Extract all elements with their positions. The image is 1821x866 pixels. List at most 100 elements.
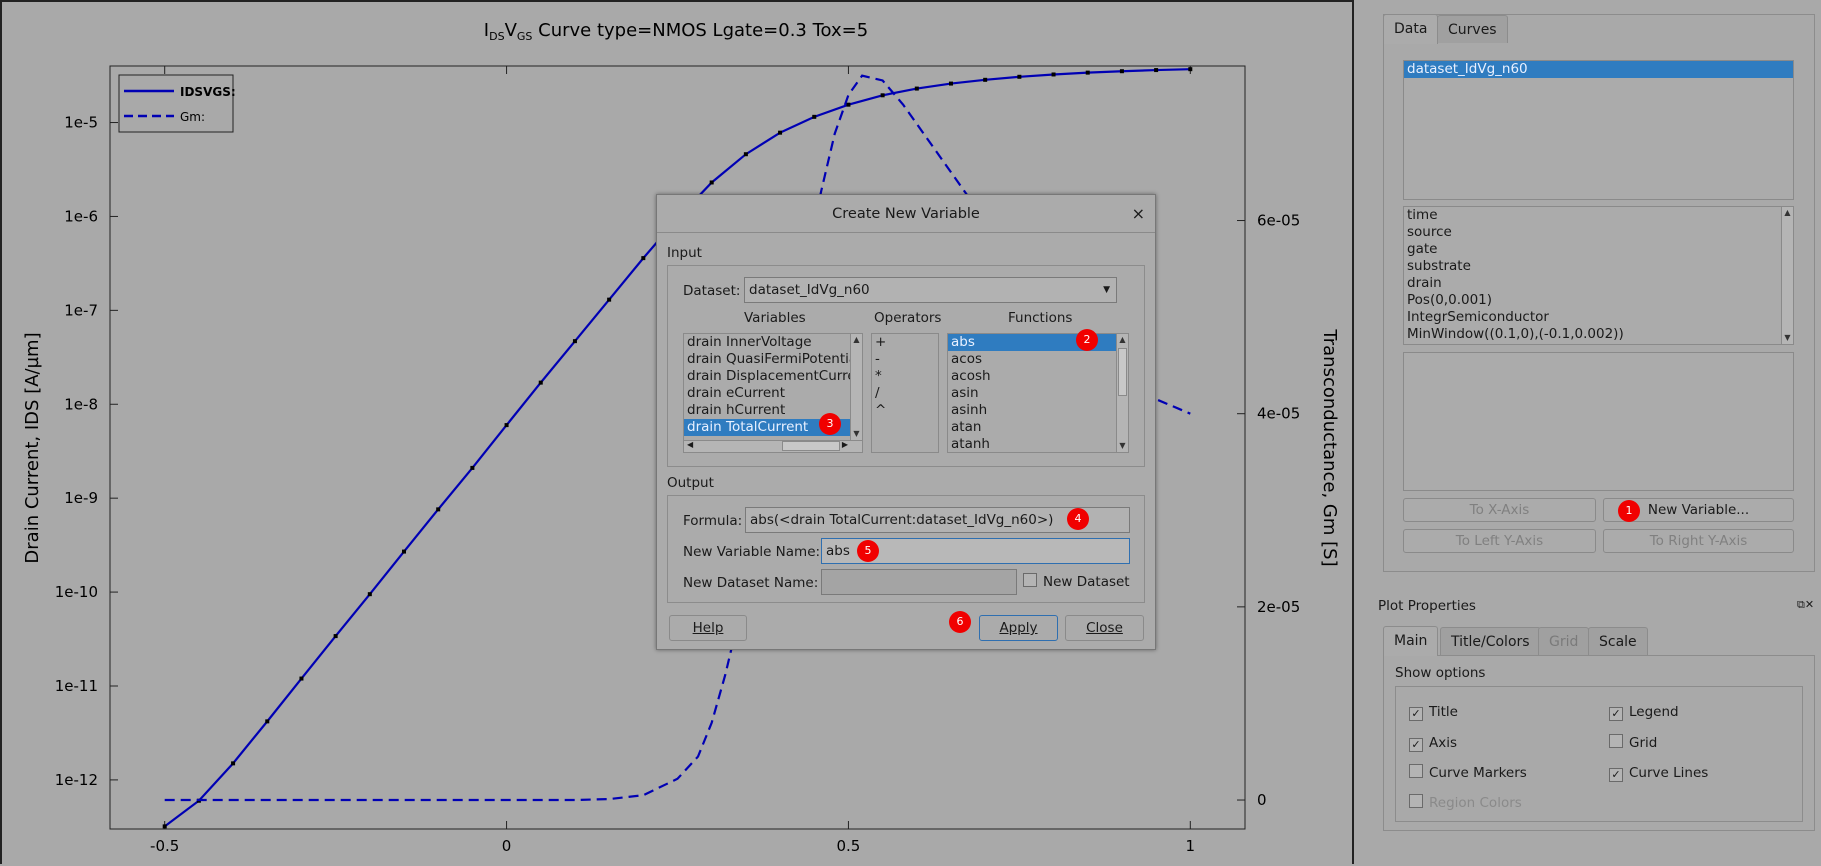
variable-item[interactable]: drain DisplacementCurre <box>687 368 852 384</box>
functions-vscroll[interactable]: ▲ ▼ <box>1116 334 1128 452</box>
scroll-down-icon[interactable]: ▼ <box>1119 441 1126 450</box>
dataset-select[interactable]: dataset_IdVg_n60 ▼ <box>744 277 1117 303</box>
scroll-down-icon[interactable]: ▼ <box>1784 333 1791 342</box>
variable-item[interactable]: drain eCurrent <box>687 385 786 401</box>
variable-item[interactable]: drain hCurrent <box>687 402 786 418</box>
to-left-y-axis-button[interactable]: To Left Y-Axis <box>1403 529 1596 553</box>
variable-list-scrollbar[interactable]: ▲ ▼ <box>1781 207 1793 344</box>
dialog-titlebar[interactable]: Create New Variable × <box>657 195 1155 233</box>
function-item[interactable]: atan <box>951 419 982 435</box>
option-curve-lines[interactable]: ✓ Curve Lines <box>1609 764 1708 782</box>
y-axis-right: 0 2e-05 4e-05 6e-05 <box>1237 212 1300 809</box>
dataset-item[interactable]: dataset_IdVg_n60 <box>1404 61 1793 78</box>
function-item[interactable]: abs <box>948 334 1116 351</box>
x-tick-label: 1 <box>1186 837 1196 855</box>
scrollbar-thumb[interactable] <box>782 441 840 451</box>
variable-item[interactable]: drain InnerVoltage <box>687 334 812 350</box>
tab-curves[interactable]: Curves <box>1437 15 1508 43</box>
dataset-list[interactable]: dataset_IdVg_n60 <box>1403 60 1794 200</box>
close-button[interactable]: Close <box>1065 615 1144 641</box>
variable-list-item[interactable]: MinWindow((0.1,0),(-0.1,0.002)) <box>1407 326 1624 342</box>
ids-vgs-marker <box>880 93 885 98</box>
help-button[interactable]: Help <box>669 615 747 641</box>
option-grid[interactable]: Grid <box>1609 734 1657 752</box>
tab-data[interactable]: Data <box>1383 14 1439 44</box>
variable-list-item[interactable]: substrate <box>1407 258 1471 274</box>
legend-entry-gm: Gm: <box>180 110 205 124</box>
variable-list-item[interactable]: Pos(0,0.001) <box>1407 292 1493 308</box>
tab-scale[interactable]: Scale <box>1588 627 1648 655</box>
new-dataset-checkbox-label: New Dataset <box>1043 574 1130 590</box>
operator-item[interactable]: ^ <box>875 402 887 418</box>
checkbox-icon[interactable]: ✓ <box>1409 707 1423 721</box>
scroll-up-icon[interactable]: ▲ <box>853 335 860 344</box>
scroll-up-icon[interactable]: ▲ <box>1784 208 1791 217</box>
ids-vgs-marker <box>299 676 304 681</box>
y-tick-label: 1e-11 <box>55 677 98 695</box>
option-title[interactable]: ✓ Title <box>1409 703 1458 721</box>
step-badge-5: 5 <box>857 540 879 562</box>
option-curve-markers[interactable]: Curve Markers <box>1409 764 1527 782</box>
tab-grid[interactable]: Grid <box>1538 627 1590 655</box>
checkbox-icon[interactable] <box>1409 794 1423 808</box>
checkbox-icon[interactable] <box>1409 764 1423 778</box>
function-item[interactable]: atanh <box>951 436 990 452</box>
tab-title-colors[interactable]: Title/Colors <box>1440 627 1541 655</box>
variable-item[interactable]: drain QuasiFermiPotentia <box>687 351 852 367</box>
operator-item[interactable]: / <box>875 385 880 401</box>
functions-list[interactable]: abs acos acosh asin asinh atan atanh ▲ ▼ <box>947 333 1129 453</box>
create-variable-dialog[interactable]: Create New Variable × Input Dataset: dat… <box>656 194 1156 650</box>
variable-list-item[interactable]: drain <box>1407 275 1442 291</box>
ids-vgs-marker <box>1017 74 1022 79</box>
checkbox-icon[interactable]: ✓ <box>1409 738 1423 752</box>
to-right-y-axis-button[interactable]: To Right Y-Axis <box>1603 529 1794 553</box>
variables-list[interactable]: drain InnerVoltage drain QuasiFermiPotent… <box>683 333 863 453</box>
variables-vscroll[interactable]: ▲ ▼ <box>850 334 862 440</box>
operators-list[interactable]: + - * / ^ <box>871 333 939 453</box>
variable-list[interactable]: time source gate substrate drain Pos(0,0.001)… <box>1403 206 1794 345</box>
function-item[interactable]: asinh <box>951 402 988 418</box>
close-icon[interactable]: × <box>1131 204 1145 223</box>
option-region-colors[interactable]: Region Colors <box>1409 794 1522 812</box>
output-group-frame <box>667 495 1145 603</box>
apply-button[interactable]: Apply <box>979 615 1058 641</box>
checkbox-icon[interactable]: ✓ <box>1609 707 1623 721</box>
operator-item[interactable]: + <box>875 334 887 350</box>
checkbox-box[interactable] <box>1023 573 1037 587</box>
function-item[interactable]: asin <box>951 385 979 401</box>
checkbox-icon[interactable] <box>1609 734 1623 748</box>
tab-main[interactable]: Main <box>1383 626 1439 656</box>
option-axis[interactable]: ✓ Axis <box>1409 734 1457 752</box>
variable-list-item[interactable]: source <box>1407 224 1452 240</box>
scroll-up-icon[interactable]: ▲ <box>1119 335 1126 344</box>
scroll-left-icon[interactable]: ◀ <box>687 440 694 449</box>
option-legend[interactable]: ✓ Legend <box>1609 703 1679 721</box>
variable-list-item[interactable]: gate <box>1407 241 1438 257</box>
operator-item[interactable]: * <box>875 368 882 384</box>
variable-item[interactable]: drain TotalCurrent <box>684 419 852 436</box>
preview-list[interactable] <box>1403 352 1794 491</box>
scrollbar-thumb[interactable] <box>1118 348 1127 396</box>
variables-hscroll[interactable]: ◀ ▶ <box>684 440 862 452</box>
function-item[interactable]: acosh <box>951 368 991 384</box>
new-dataset-checkbox[interactable]: New Dataset <box>1023 573 1130 591</box>
scroll-right-icon[interactable]: ▶ <box>841 440 848 449</box>
new-dataset-name-input[interactable] <box>821 569 1017 595</box>
plot-canvas[interactable]: IDSVGS Curve type=NMOS Lgate=0.3 Tox=5 -… <box>2 2 1354 866</box>
operator-item[interactable]: - <box>875 351 880 367</box>
to-x-axis-button[interactable]: To X-Axis <box>1403 498 1596 522</box>
operators-header: Operators <box>874 310 942 326</box>
checkbox-icon[interactable]: ✓ <box>1609 768 1623 782</box>
function-item[interactable]: acos <box>951 351 982 367</box>
scroll-down-icon[interactable]: ▼ <box>853 429 860 438</box>
ids-vgs-marker <box>846 102 851 107</box>
ids-vgs-marker <box>983 77 988 82</box>
close-button-label: Close <box>1086 620 1123 636</box>
variable-list-item[interactable]: time <box>1407 207 1438 223</box>
variable-list-item[interactable]: IntegrSemiconductor <box>1407 309 1549 325</box>
formula-input[interactable]: abs(<drain TotalCurrent:dataset_IdVg_n60… <box>745 507 1130 533</box>
ids-vgs-marker <box>538 380 543 385</box>
legend[interactable]: IDSVGS: Gm: <box>118 74 236 133</box>
ids-vgs-marker <box>470 465 475 470</box>
float-undock-icon[interactable]: ⧉✕ <box>1797 598 1815 611</box>
